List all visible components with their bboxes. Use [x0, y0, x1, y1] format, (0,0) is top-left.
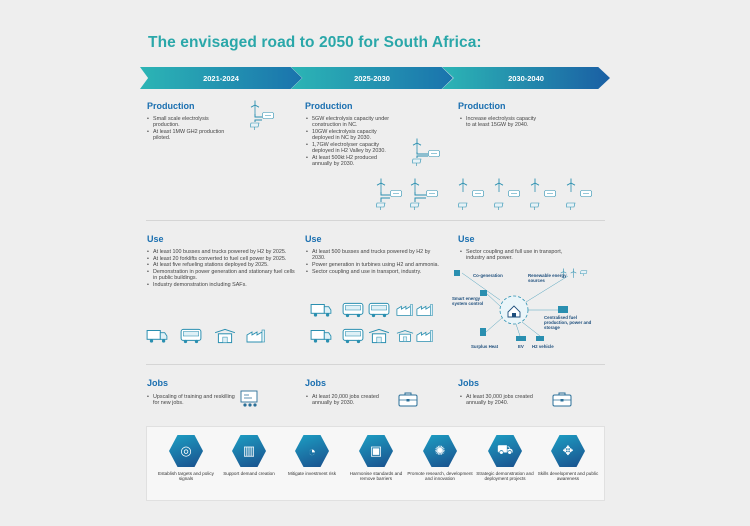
enabler-item-standards: ▣ Harmonise standards and remove barrier…: [343, 435, 409, 482]
production-heading-2: Production: [305, 101, 353, 111]
list-item: At least 20,000 jobs created annually by…: [305, 394, 395, 407]
wind-electrolysis-array-icon: [458, 178, 592, 210]
enabler-item-demand: ▥ Support demand creation: [216, 435, 282, 476]
use-list-3: Sector coupling and full use in transpor…: [459, 249, 574, 262]
use-heading-2: Use: [305, 234, 322, 244]
use-list-1: At least 100 busses and trucks powered b…: [146, 249, 296, 289]
cogeneration-label: Co-generation: [473, 273, 503, 278]
certificate-icon: ▣: [359, 435, 393, 467]
target-icon: ◎: [169, 435, 203, 467]
jobs-heading-3: Jobs: [458, 378, 480, 388]
list-item: At least 1MW GH2 production piloted.: [146, 129, 236, 142]
people-network-icon: ✥: [551, 435, 585, 467]
enabler-item-targets: ◎ Establish targets and policy signals: [153, 435, 219, 482]
enabler-label: Strategic demonstration and deployment p…: [476, 471, 534, 482]
transport-industry-icons: [310, 302, 434, 344]
h2-vehicle-label: H2 vehicle: [532, 344, 554, 349]
wind-electrolysis-array-icon: [376, 178, 438, 210]
smart-energy-label: Smart energy system control: [452, 296, 484, 306]
list-item: At least 100 busses and trucks powered b…: [146, 249, 296, 256]
list-item: Sector coupling and full use in transpor…: [459, 249, 574, 262]
surplus-heat-label: Surplus Heat: [471, 344, 499, 349]
list-item: At least 30,000 jobs created annually by…: [459, 394, 549, 407]
wind-electrolysis-icon: [412, 138, 440, 166]
truck-icon: ⛟: [488, 435, 522, 467]
briefcase-icon: [398, 392, 418, 407]
list-item: Demonstration in power generation and st…: [146, 269, 296, 282]
wind-electrolysis-icon: [250, 100, 274, 130]
gauge-icon: ◔: [295, 435, 329, 467]
use-list-2: At least 500 busses and trucks powered b…: [305, 249, 440, 275]
phase-arrow-1: 2021-2024: [140, 67, 302, 89]
training-icon: [240, 390, 258, 407]
enabler-label: Mitigate investment risk: [288, 471, 336, 476]
list-item: At least 20 forklifts converted to fuel …: [146, 256, 296, 263]
briefcase-icon: [552, 392, 572, 407]
jobs-heading-1: Jobs: [147, 378, 169, 388]
jobs-list-3: At least 30,000 jobs created annually by…: [459, 394, 549, 407]
enabler-item-skills: ✥ Skills development and public awarenes…: [535, 435, 601, 482]
jobs-list-2: At least 20,000 jobs created annually by…: [305, 394, 395, 407]
list-item: 10GW electrolysis capacity deployed in N…: [305, 129, 395, 142]
enabler-label: Skills development and public awareness: [537, 471, 599, 482]
list-item: Power generation in turbines using H2 an…: [305, 262, 440, 269]
production-list-3: Increase electrolysis capacity to at lea…: [459, 116, 539, 129]
page-title: The envisaged road to 2050 for South Afr…: [148, 34, 482, 51]
timeline-arrows: 2021-2024 2025-2030 2030-2040: [140, 67, 610, 89]
enabler-item-research: ✺ Promote research, development and inno…: [407, 435, 473, 482]
lightbulb-gear-icon: ✺: [423, 435, 457, 467]
production-heading-1: Production: [147, 101, 195, 111]
divider: [146, 364, 605, 365]
enablers-panel: ◎ Establish targets and policy signals ▥…: [146, 426, 605, 501]
production-list-2: 5GW electrolysis capacity under construc…: [305, 116, 395, 168]
centralised-fuel-label: Centralised fuel production, power and s…: [544, 315, 592, 330]
enabler-item-demonstration: ⛟ Strategic demonstration and deployment…: [472, 435, 538, 482]
bar-chart-icon: ▥: [232, 435, 266, 467]
sector-coupling-diagram: [454, 268, 588, 341]
enabler-label: Support demand creation: [223, 471, 275, 476]
jobs-heading-2: Jobs: [305, 378, 327, 388]
transport-industry-icons: [146, 328, 266, 344]
use-heading-1: Use: [147, 234, 164, 244]
list-item: Upscaling of training and reskilling for…: [146, 394, 238, 407]
production-list-1: Small scale electrolysis production. At …: [146, 116, 236, 142]
ev-label: EV: [518, 344, 524, 349]
use-heading-3: Use: [458, 234, 475, 244]
enabler-label: Establish targets and policy signals: [158, 471, 214, 482]
list-item: Industry demonstration including SAFs.: [146, 282, 296, 289]
list-item: Sector coupling and use in transport, in…: [305, 269, 440, 276]
list-item: Small scale electrolysis production.: [146, 116, 236, 129]
phase-arrow-2: 2025-2030: [291, 67, 453, 89]
phase-arrow-3: 2030-2040: [442, 67, 610, 89]
list-item: 5GW electrolysis capacity under construc…: [305, 116, 395, 129]
list-item: Increase electrolysis capacity to at lea…: [459, 116, 539, 129]
jobs-list-1: Upscaling of training and reskilling for…: [146, 394, 238, 407]
list-item: At least five refueling stations deploye…: [146, 262, 296, 269]
enabler-item-risk: ◔ Mitigate investment risk: [279, 435, 345, 476]
enabler-label: Harmonise standards and remove barriers: [349, 471, 403, 482]
list-item: At least 500 busses and trucks powered b…: [305, 249, 440, 262]
divider: [146, 220, 605, 221]
list-item: At least 500kt H2 produced annually by 2…: [305, 155, 395, 168]
enabler-label: Promote research, development and innova…: [407, 471, 473, 482]
list-item: 1,7GW electrolyser capacity deployed in …: [305, 142, 395, 155]
renewable-energy-label: Renewable energy sources: [528, 273, 567, 283]
production-heading-3: Production: [458, 101, 506, 111]
